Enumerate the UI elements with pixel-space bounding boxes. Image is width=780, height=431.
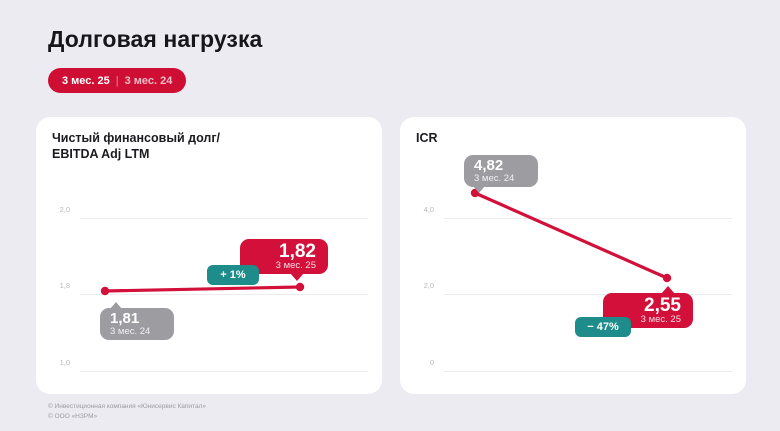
panel-net-debt-ebitda: Чистый финансовый долг/ EBITDA Adj LTM 2…: [36, 117, 382, 394]
gridline: [80, 294, 368, 295]
gridline: [444, 218, 732, 219]
chart-title-line-1: ICR: [416, 131, 438, 145]
footer-copyright-2: © ООО «НЗРМ»: [48, 413, 98, 421]
y-axis-tick: 1,0: [59, 358, 70, 367]
trend-chart: [100, 282, 305, 296]
period-label: 3 мес. 24: [110, 326, 151, 337]
value-label: 2,55: [644, 295, 681, 316]
period-label: 3 мес. 25: [640, 314, 681, 325]
value-label: 4,82: [474, 157, 504, 174]
y-axis-tick: 4,0: [423, 205, 434, 214]
period-previous: 3 мес. 24: [124, 74, 173, 87]
period-badge: 3 мес. 25 | 3 мес. 24: [48, 68, 187, 93]
y-axis-tick: 2,0: [423, 281, 434, 290]
value-callout-previous: 1,81 3 мес. 24: [100, 302, 174, 340]
y-axis-tick: 0: [429, 358, 434, 367]
period-label: 3 мес. 25: [275, 260, 316, 271]
callout-tail: [473, 186, 485, 193]
trend-line: [473, 191, 669, 280]
gridline: [444, 371, 732, 372]
y-axis-tick: 1,8: [59, 281, 70, 290]
data-point: [100, 286, 110, 296]
footer-copyright-1: © Инвестиционная компания «Юнисервис Кап…: [48, 403, 206, 410]
change-badge: − 47%: [575, 317, 631, 337]
y-axis-tick: 2,0: [59, 205, 70, 214]
change-badge: + 1%: [207, 265, 259, 285]
period-separator: |: [115, 74, 119, 87]
period-label: 3 мес. 24: [474, 173, 515, 184]
panel-icr: ICR 4,0 2,0 0 4,82 3 мес. 24 2,55 3 мес.…: [400, 117, 746, 394]
value-label: 1,82: [279, 241, 316, 262]
period-current: 3 мес. 25: [62, 74, 110, 87]
chart-title-line-1: Чистый финансовый долг/: [52, 131, 221, 145]
gridline: [80, 371, 368, 372]
chart-title-line-2: EBITDA Adj LTM: [52, 147, 150, 162]
callout-tail: [290, 273, 304, 281]
callout-tail: [110, 302, 122, 309]
page-title: Долговая нагрузка: [48, 26, 263, 52]
chart-title: Чистый финансовый долг/ EBITDA Adj LTM: [52, 130, 220, 163]
trend-line: [103, 285, 302, 293]
footer: © Инвестиционная компания «Юнисервис Кап…: [48, 402, 206, 422]
value-callout-previous: 4,82 3 мес. 24: [464, 155, 538, 193]
data-point: [662, 273, 672, 283]
gridline: [444, 294, 732, 295]
value-label: 1,81: [110, 310, 140, 327]
trend-chart: [470, 188, 672, 283]
callout-tail: [661, 286, 675, 294]
data-point: [295, 282, 305, 292]
chart-title: ICR: [416, 130, 438, 146]
gridline: [80, 218, 368, 219]
